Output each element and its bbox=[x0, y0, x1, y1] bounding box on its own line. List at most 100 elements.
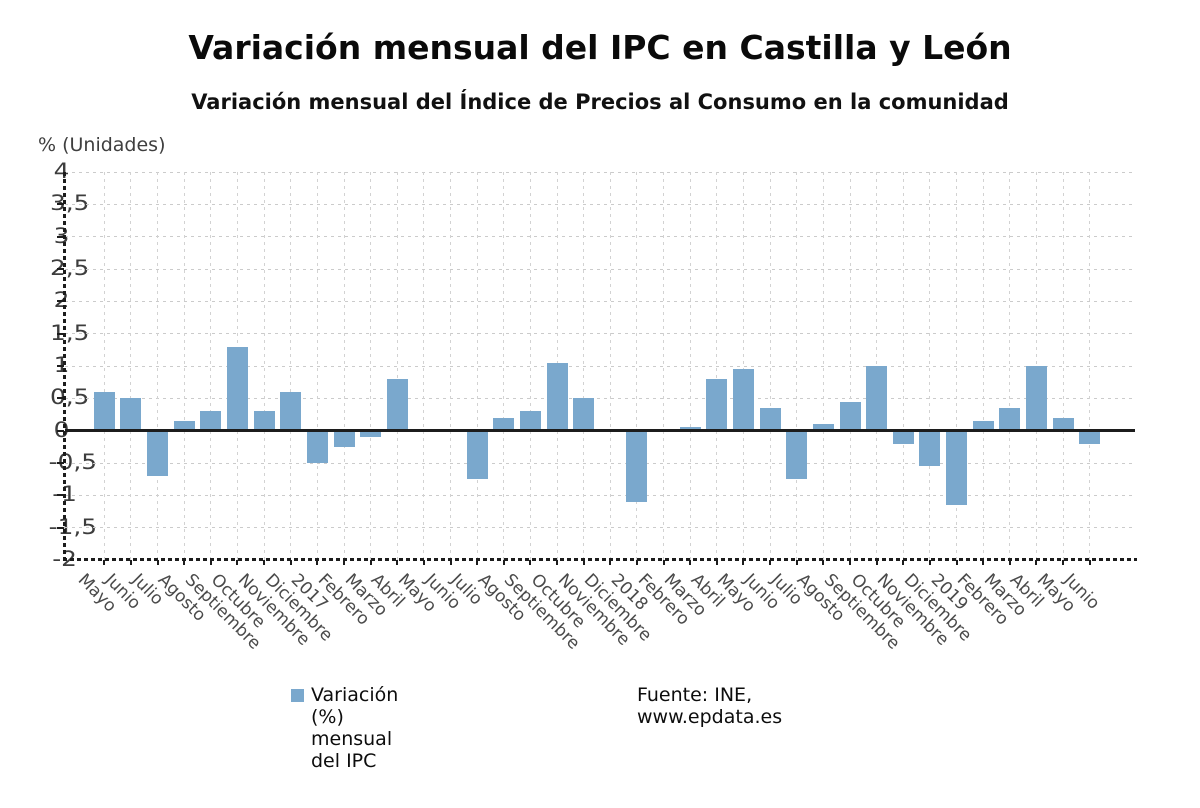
h-gridline bbox=[65, 300, 1135, 302]
x-axis-tick bbox=[316, 560, 319, 565]
source-label: Fuente: INE, www.epdata.es bbox=[637, 684, 783, 728]
h-gridline bbox=[65, 462, 1135, 464]
v-gridline bbox=[982, 172, 984, 560]
y-axis-tick bbox=[57, 235, 64, 238]
x-axis-tick bbox=[103, 560, 106, 565]
y-axis-tick bbox=[57, 332, 64, 335]
h-gridline bbox=[65, 365, 1135, 367]
x-axis-tick bbox=[822, 560, 825, 565]
x-axis-tick bbox=[289, 560, 292, 565]
bar-julio bbox=[147, 430, 169, 476]
x-axis-tick bbox=[396, 560, 399, 565]
bar-mayo bbox=[1052, 417, 1074, 431]
v-gridline bbox=[130, 172, 132, 560]
y-axis-unit-label: % (Unidades) bbox=[38, 134, 166, 156]
x-axis-tick bbox=[582, 560, 585, 565]
x-axis-tick bbox=[449, 560, 452, 565]
x-axis-tick bbox=[982, 560, 985, 565]
h-gridline bbox=[65, 203, 1135, 205]
bar-julio bbox=[786, 430, 808, 480]
v-gridline bbox=[423, 172, 425, 560]
x-axis-tick bbox=[689, 560, 692, 565]
bar-marzo bbox=[999, 408, 1021, 431]
bar-abril bbox=[706, 378, 728, 431]
bar-diciembre bbox=[280, 391, 302, 431]
plot-area: 43,532,521,510,50-0,5-1-1,5-2MayoJunioJu… bbox=[49, 159, 1137, 654]
y-axis-line bbox=[63, 172, 66, 563]
h-gridline bbox=[65, 236, 1135, 238]
y-axis-tick bbox=[57, 397, 64, 400]
h-gridline bbox=[65, 527, 1135, 529]
y-axis-tick bbox=[57, 429, 64, 432]
x-axis-tick bbox=[209, 560, 212, 565]
bar-2018 bbox=[626, 430, 648, 502]
v-gridline bbox=[450, 172, 452, 560]
x-axis-tick bbox=[635, 560, 638, 565]
x-axis-tick bbox=[476, 560, 479, 565]
bar-noviembre bbox=[573, 398, 595, 431]
bar-mayo bbox=[93, 391, 115, 431]
bar-abril bbox=[1025, 366, 1047, 431]
v-gridline bbox=[183, 172, 185, 560]
bar-junio bbox=[1079, 430, 1101, 444]
x-axis-tick bbox=[1008, 560, 1011, 565]
v-gridline bbox=[849, 172, 851, 560]
x-axis-tick bbox=[902, 560, 905, 565]
v-gridline bbox=[210, 172, 212, 560]
bar-septiembre bbox=[519, 411, 541, 431]
y-axis-tick bbox=[57, 300, 64, 303]
x-axis-tick bbox=[183, 560, 186, 565]
v-gridline bbox=[663, 172, 665, 560]
x-axis-tick bbox=[849, 560, 851, 565]
h-gridline bbox=[65, 397, 1135, 399]
v-gridline bbox=[956, 172, 958, 560]
bar-julio bbox=[466, 430, 488, 480]
x-axis-tick bbox=[236, 560, 239, 565]
x-axis-tick bbox=[263, 560, 266, 565]
y-axis-label: 1,5 bbox=[49, 320, 90, 345]
x-axis-tick bbox=[1035, 560, 1038, 565]
legend-swatch bbox=[291, 689, 304, 702]
y-axis-tick bbox=[57, 494, 64, 497]
x-axis-tick bbox=[928, 560, 931, 565]
v-gridline bbox=[1009, 172, 1011, 560]
v-gridline bbox=[929, 172, 931, 560]
bar-agosto bbox=[493, 417, 515, 431]
bar-octubre bbox=[226, 346, 248, 431]
x-axis-tick bbox=[343, 560, 345, 565]
x-axis-tick bbox=[156, 560, 159, 565]
v-gridline bbox=[263, 172, 265, 560]
v-gridline bbox=[583, 172, 585, 560]
bar-octubre bbox=[866, 366, 888, 431]
y-axis-label: -1,5 bbox=[48, 514, 97, 539]
bar-junio bbox=[120, 398, 142, 431]
x-axis-tick bbox=[742, 560, 745, 565]
x-axis-tick bbox=[422, 560, 425, 565]
bar-febrero bbox=[972, 420, 994, 431]
zero-baseline bbox=[65, 429, 1135, 432]
bar-abril bbox=[386, 378, 408, 431]
bar-septiembre bbox=[839, 401, 861, 431]
bar-septiembre bbox=[200, 411, 222, 431]
v-gridline bbox=[796, 172, 798, 560]
x-axis-tick bbox=[502, 560, 505, 565]
bar-octubre bbox=[546, 362, 568, 431]
bar-2017 bbox=[306, 430, 328, 463]
x-axis-tick bbox=[556, 560, 559, 565]
x-axis-line bbox=[63, 558, 1137, 561]
v-gridline bbox=[689, 172, 691, 560]
v-gridline bbox=[1062, 172, 1064, 560]
x-axis-tick bbox=[1088, 560, 1091, 565]
legend-label: Variación (%) mensual del IPC bbox=[311, 684, 399, 772]
v-gridline bbox=[742, 172, 744, 560]
v-gridline bbox=[902, 172, 904, 560]
y-axis-tick bbox=[57, 203, 64, 206]
chart-subtitle: Variación mensual del Índice de Precios … bbox=[191, 90, 1009, 114]
y-axis-label: 0,5 bbox=[49, 385, 90, 410]
h-gridline bbox=[65, 494, 1135, 496]
x-axis-tick bbox=[129, 560, 132, 565]
y-axis-label: -0,5 bbox=[48, 450, 97, 474]
x-axis-tick bbox=[795, 560, 798, 565]
x-axis-tick bbox=[369, 560, 372, 565]
